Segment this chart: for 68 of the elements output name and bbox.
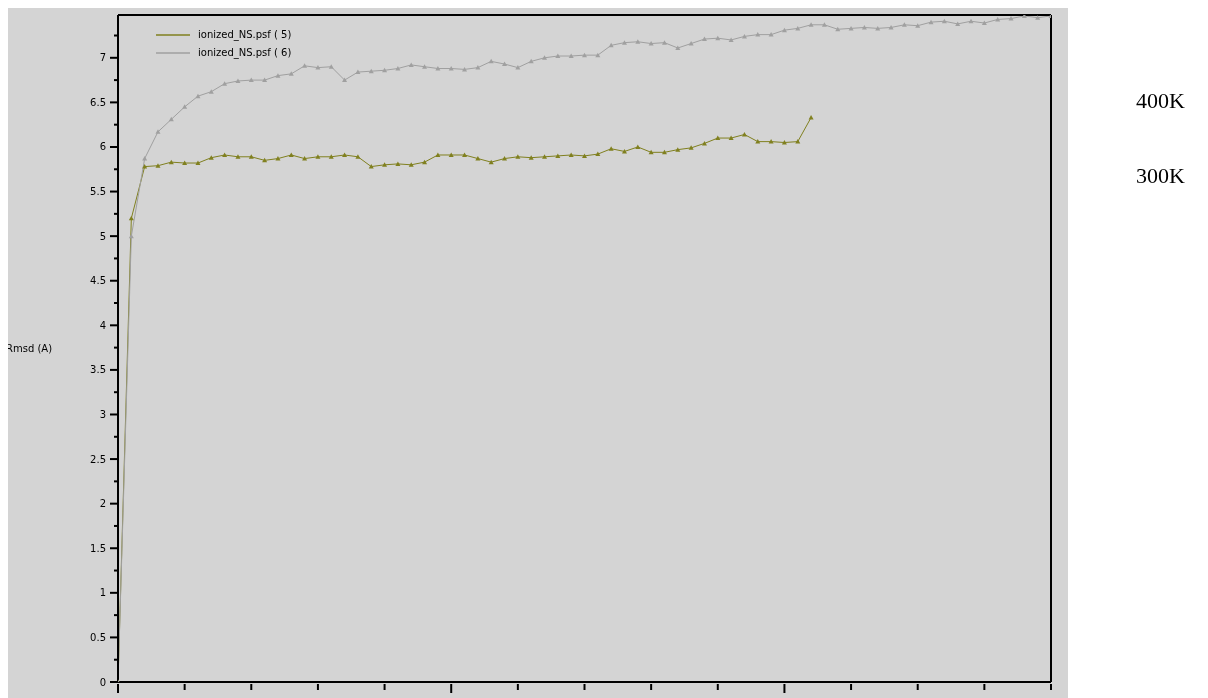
text: 300K [1136, 162, 1185, 190]
point [608, 146, 614, 151]
point [635, 144, 641, 149]
point [182, 160, 188, 166]
y-tick-label: 5 [99, 230, 106, 242]
point [235, 154, 241, 159]
point [462, 152, 468, 157]
y-tick-label: 3 [99, 408, 106, 420]
y-tick-label: 3.5 [90, 364, 106, 376]
y-tick-label: 0.5 [90, 631, 106, 643]
point [515, 154, 521, 159]
point [528, 155, 534, 160]
point [382, 162, 388, 167]
point [195, 160, 201, 166]
point [768, 139, 774, 144]
point [595, 151, 601, 157]
y-tick-label: 6.5 [90, 96, 106, 108]
point [688, 145, 694, 150]
y-tick-label: 0 [99, 676, 106, 688]
point [368, 164, 374, 169]
point [395, 161, 401, 166]
point [542, 154, 548, 159]
point [288, 152, 294, 157]
point [808, 115, 814, 120]
point [781, 140, 787, 145]
y-tick-label: 4 [99, 319, 106, 331]
legend-label: ionized_NS.psf ( 6) [198, 46, 292, 61]
point [582, 153, 587, 158]
point [448, 152, 454, 157]
point [302, 156, 308, 161]
point [262, 157, 268, 163]
point [435, 152, 441, 157]
point [222, 152, 228, 157]
point [715, 135, 721, 141]
point [168, 159, 174, 165]
point [128, 215, 134, 221]
point [488, 159, 494, 165]
legend-label: ionized_NS.psf ( 5) [198, 28, 292, 43]
y-tick-label: 7 [99, 52, 106, 64]
point [795, 139, 801, 144]
point [675, 147, 681, 152]
point [728, 135, 734, 141]
point [502, 156, 508, 161]
y-tick-label: 4.5 [90, 275, 106, 287]
point [355, 154, 361, 159]
text: 400K [1136, 87, 1185, 115]
point [661, 149, 667, 155]
point [248, 154, 254, 159]
point [555, 153, 561, 158]
y-tick-label: 1.5 [90, 542, 106, 554]
point [422, 159, 428, 165]
point [568, 152, 574, 157]
y-tick-label: 5.5 [90, 186, 106, 198]
point [208, 155, 214, 160]
y-tick-label: 2 [99, 498, 106, 510]
point [275, 156, 281, 161]
point [155, 163, 161, 168]
point [342, 152, 348, 157]
y-tick-label: 1 [99, 587, 106, 599]
point [475, 156, 481, 161]
point [755, 139, 761, 144]
point [408, 162, 414, 167]
y-tick-label: 6 [99, 141, 106, 153]
y-tick-label: 2.5 [90, 453, 106, 465]
point [315, 154, 321, 159]
point [328, 154, 334, 159]
point [648, 149, 654, 155]
point [142, 164, 148, 169]
